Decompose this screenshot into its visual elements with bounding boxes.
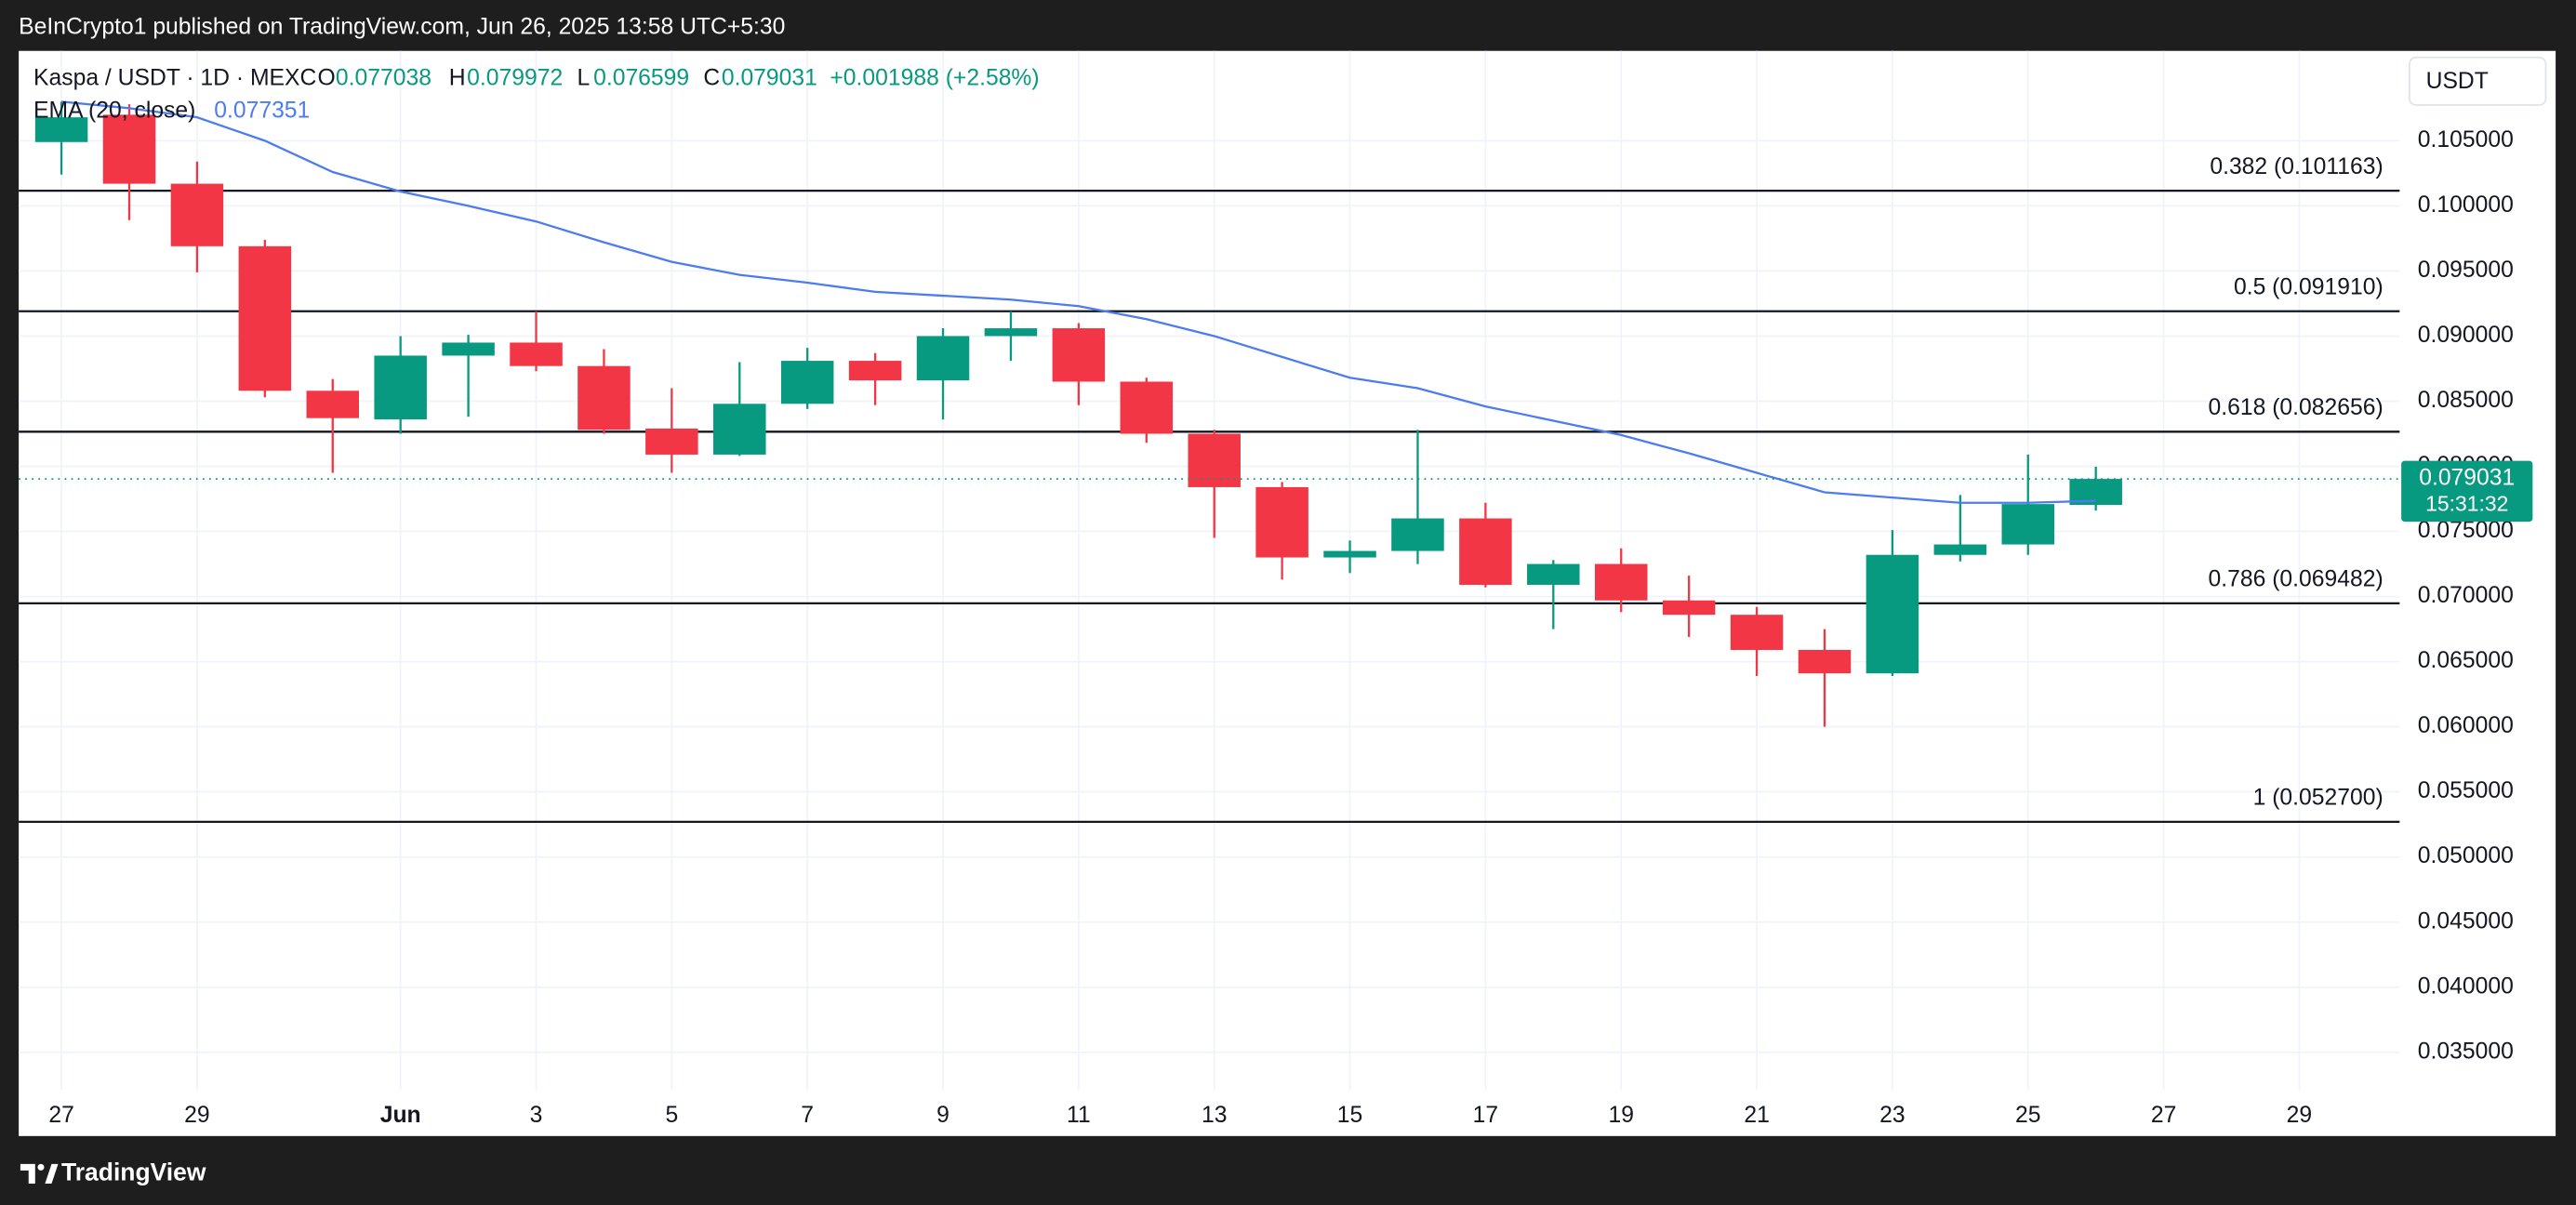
brand-logo xyxy=(20,1163,59,1185)
candle-body xyxy=(170,183,224,246)
x-tick-label: 23 xyxy=(1879,1103,1905,1128)
x-tick-label: 27 xyxy=(2151,1103,2176,1128)
candle-body xyxy=(306,391,360,418)
candle-body xyxy=(984,328,1038,337)
fib-level-label: 0.786 (0.069482) xyxy=(2209,567,2383,592)
candle-body xyxy=(1866,554,1919,674)
candle-body xyxy=(1730,615,1784,651)
price-tag-value: 0.079031 xyxy=(2419,466,2515,491)
y-tick-label: 0.090000 xyxy=(2418,323,2514,348)
x-tick-label: 3 xyxy=(530,1103,543,1128)
x-tick-label: 7 xyxy=(801,1103,814,1128)
candle-body xyxy=(1255,486,1308,558)
candle-body xyxy=(2001,504,2055,545)
candles xyxy=(34,101,2122,727)
candle-body xyxy=(1391,518,1444,551)
candle-body xyxy=(713,404,766,455)
ema-label: EMA (20, close) xyxy=(33,99,195,124)
y-tick-label: 0.075000 xyxy=(2418,518,2514,543)
candle-body xyxy=(916,336,970,381)
fib-level-label: 0.382 (0.101163) xyxy=(2210,154,2383,179)
l-letter: L xyxy=(577,65,590,90)
x-tick-label: 11 xyxy=(1067,1103,1091,1128)
y-tick-label: 0.085000 xyxy=(2418,388,2514,413)
x-tick-label: 15 xyxy=(1337,1103,1362,1128)
price-tag xyxy=(2401,460,2533,523)
fib-level-label: 0.618 (0.082656) xyxy=(2209,395,2383,420)
h-letter: H xyxy=(449,65,466,90)
plot-background xyxy=(19,50,2556,1136)
x-tick-label: Jun xyxy=(380,1103,421,1128)
x-tick-label: 21 xyxy=(1744,1103,1769,1128)
candle-body xyxy=(1933,544,1987,555)
fib-levels: 0.382 (0.101163) 0.5 (0.091910) 0.618 (0.0… xyxy=(19,154,2400,824)
c-value: 0.079031 xyxy=(722,65,817,90)
y-tick-label: 0.105000 xyxy=(2418,127,2514,152)
candle-body xyxy=(102,114,156,184)
candle-body xyxy=(1459,518,1512,585)
fib-level-label: 1 (0.052700) xyxy=(2253,786,2383,811)
symbol: Kaspa / USDT · 1D · MEXC xyxy=(33,65,316,90)
ema-value: 0.077351 xyxy=(214,99,310,124)
candle-body xyxy=(780,361,834,404)
x-tick-label: 27 xyxy=(48,1103,73,1128)
candle-body xyxy=(510,342,563,366)
change: +0.001988 (+2.58%) xyxy=(830,65,1039,90)
y-tick-label: 0.070000 xyxy=(2418,583,2514,608)
x-tick-label: 17 xyxy=(1473,1103,1498,1128)
h-value: 0.079972 xyxy=(467,65,563,90)
candle-body xyxy=(238,245,292,391)
o-value: 0.077038 xyxy=(336,65,432,90)
candle-body xyxy=(442,342,495,356)
y-tick-label: 0.095000 xyxy=(2418,258,2514,283)
y-tick-label: 0.055000 xyxy=(2418,778,2514,803)
candle-body xyxy=(645,428,698,455)
y-tick-label: 0.050000 xyxy=(2418,843,2514,868)
candle-body xyxy=(1120,381,1174,434)
candle-body xyxy=(578,365,631,430)
publisher: BeInCrypto1 published on TradingView.com… xyxy=(19,15,785,40)
currency-box[interactable] xyxy=(2409,56,2547,106)
candle-body xyxy=(374,355,427,420)
currency[interactable]: USDT xyxy=(2426,69,2489,94)
y-tick-label: 0.035000 xyxy=(2418,1039,2514,1064)
x-tick-label: 19 xyxy=(1608,1103,1633,1128)
candle-body xyxy=(1594,563,1648,601)
l-value: 0.076599 xyxy=(593,65,689,90)
candle-body xyxy=(848,361,902,381)
candle-body xyxy=(1798,650,1852,674)
x-tick-label: 29 xyxy=(184,1103,209,1128)
ema-line xyxy=(60,100,2096,504)
x-tick-label: 29 xyxy=(2287,1103,2312,1128)
candle-body xyxy=(1052,328,1106,382)
candle-body xyxy=(1527,563,1580,585)
c-letter: C xyxy=(703,65,720,90)
y-tick-label: 0.060000 xyxy=(2418,713,2514,738)
y-tick-label: 0.100000 xyxy=(2418,192,2514,218)
countdown: 15:31:32 xyxy=(2425,491,2508,515)
x-tick-label: 5 xyxy=(665,1103,678,1128)
y-tick-label: 0.040000 xyxy=(2418,973,2514,999)
fib-level-label: 0.5 (0.091910) xyxy=(2234,275,2383,300)
grid: 0.035000 0.040000 0.045000 0.050000 0.055000… xyxy=(19,50,2514,1128)
candle-body xyxy=(34,117,88,142)
x-tick-label: 13 xyxy=(1202,1103,1227,1128)
x-tick-label: 9 xyxy=(936,1103,949,1128)
o-letter: O xyxy=(317,65,335,90)
brand: TradingView xyxy=(61,1158,206,1185)
candle-body xyxy=(1323,550,1376,558)
y-tick-label: 0.045000 xyxy=(2418,908,2514,934)
x-tick-label: 25 xyxy=(2015,1103,2040,1128)
y-tick-label: 0.065000 xyxy=(2418,648,2514,673)
candle-body xyxy=(1662,600,1716,616)
